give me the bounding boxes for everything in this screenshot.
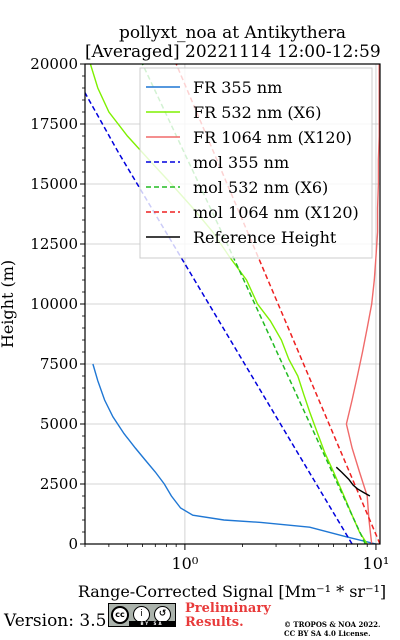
y-tick-label: 5000 (40, 415, 78, 433)
y-tick-label: 0 (68, 535, 78, 553)
cc-icon: cc (111, 606, 129, 624)
legend-label-fr-355-nm: FR 355 nm (193, 78, 282, 97)
legend-box (139, 67, 373, 259)
x-tick-label: 10⁰ (172, 554, 199, 573)
y-tick-label: 10000 (30, 295, 78, 313)
y-tick-label: 15000 (30, 175, 78, 193)
axis-ticks: 0 2500 5000 7500 10000 12500 15000 17500 20000 10… (30, 55, 389, 573)
y-tick-label: 20000 (30, 55, 78, 73)
legend-label-fr-532-nm-x6: FR 532 nm (X6) (193, 103, 321, 122)
badge-strip: BY SA (129, 621, 175, 626)
legend-label-mol-1064-nm-x120: mol 1064 nm (X120) (193, 203, 359, 222)
series-line-reference-height (335, 466, 371, 497)
copyright-notice: © TROPOS & NOA 2022. CC BY SA 4.0 License… (284, 620, 381, 638)
legend-label-fr-1064-nm-x120: FR 1064 nm (X120) (193, 128, 352, 147)
series-line-fr-355-nm (92, 363, 377, 544)
y-tick-label: 7500 (40, 355, 78, 373)
cc-license-badge: cc i ↺ BY SA (108, 603, 176, 627)
legend: FR 355 nm FR 532 nm (X6) FR 1064 nm (X120)… (139, 67, 373, 259)
legend-label-reference-height: Reference Height (193, 228, 337, 247)
x-tick-label: 10¹ (363, 554, 390, 573)
x-axis-label: Range-Corrected Signal [Mm⁻¹ * sr⁻¹] (78, 582, 386, 601)
chart-title: pollyxt_noa at Antikythera (118, 23, 347, 43)
y-tick-label: 12500 (30, 235, 78, 253)
version-label: Version: 3.5 (4, 611, 107, 631)
series-line-fr-1064-nm-x120 (345, 64, 380, 544)
legend-label-mol-355-nm: mol 355 nm (193, 153, 289, 172)
preliminary-results-label: Preliminary Results. (185, 601, 271, 630)
y-tick-label: 17500 (30, 115, 78, 133)
y-axis-label: Height (m) (0, 260, 17, 348)
y-tick-label: 2500 (40, 475, 78, 493)
by-icon: i (133, 606, 150, 623)
legend-label-mol-532-nm-x6: mol 532 nm (X6) (193, 178, 328, 197)
chart-subtitle: [Averaged] 20221114 12:00-12:59 (85, 42, 381, 62)
